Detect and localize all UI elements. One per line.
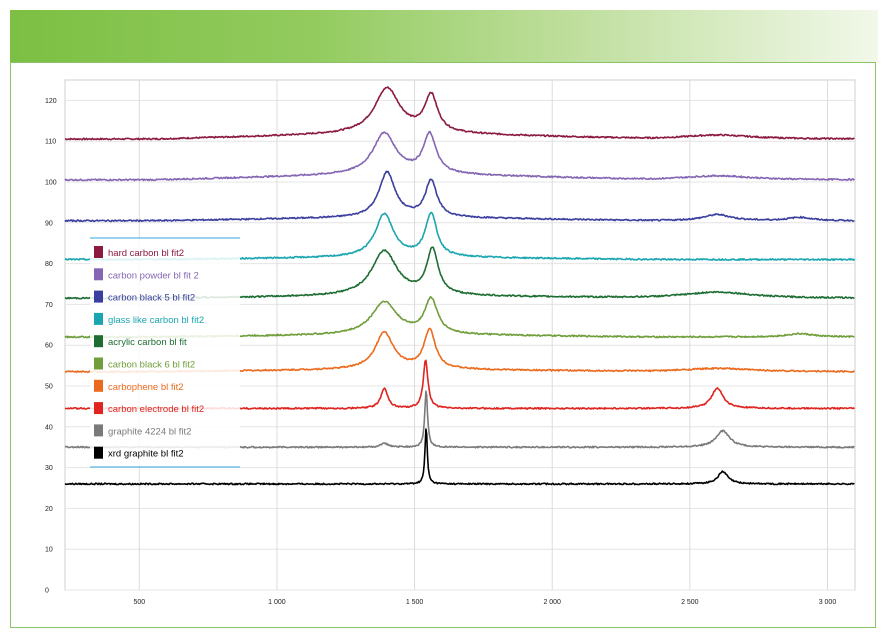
legend-swatch (94, 290, 103, 303)
legend-label: carbophene bl fit2 (108, 382, 184, 393)
series-line (64, 428, 855, 486)
legend-swatch (94, 424, 103, 437)
legend-label: carbon black 5 bl fit2 (108, 293, 195, 304)
y-tick-label: 30 (45, 465, 53, 472)
y-tick-label: 70 (45, 302, 53, 309)
legend-swatch (94, 379, 103, 392)
legend-label: carbon electrode bl fit2 (108, 404, 204, 415)
y-tick-label: 50 (45, 384, 53, 391)
x-tick-label: 2 500 (681, 599, 699, 606)
legend-swatch (94, 312, 103, 325)
y-tick-label: 10 (45, 547, 53, 554)
y-tick-label: 110 (45, 139, 56, 146)
raman-spectra-chart: 0 10 20 30 40 50 60 70 80 90 100 110 120 500 1 000 1 50… (45, 79, 856, 606)
series-line (64, 130, 855, 182)
x-tick-label: 1 500 (406, 599, 424, 606)
series-line (64, 170, 855, 223)
x-tick-label: 1 000 (268, 599, 286, 606)
legend-swatch (94, 357, 103, 370)
y-tick-label: 60 (45, 343, 53, 350)
legend-label: glass like carbon bl fit2 (108, 315, 204, 326)
legend-label: hard carbon bl fit2 (108, 248, 184, 259)
legend-swatch (94, 446, 103, 459)
legend-label: carbon black 6 bl fit2 (108, 360, 195, 371)
y-tick-label: 20 (45, 506, 53, 513)
header-banner (10, 10, 878, 62)
legend-swatch (94, 246, 103, 258)
x-tick-label: 500 (133, 599, 145, 606)
y-tick-label: 80 (45, 261, 53, 268)
legend-label: graphite 4224 bl fit2 (108, 426, 191, 437)
y-tick-label: 0 (45, 588, 49, 595)
x-tick-label: 2 000 (543, 599, 561, 606)
legend-label: carbon powder bl fit 2 (108, 270, 199, 281)
legend-swatch (94, 402, 103, 415)
y-tick-label: 40 (45, 424, 53, 431)
y-tick-label: 90 (45, 220, 53, 227)
legend-swatch (94, 268, 103, 281)
legend-label: acrylic carbon bl fit (108, 337, 187, 348)
series-line (64, 86, 855, 141)
legend-box (90, 239, 240, 466)
y-tick-label: 100 (45, 180, 57, 187)
legend-swatch (94, 335, 103, 348)
y-tick-label: 120 (45, 98, 57, 105)
legend-label: xrd graphite bl fit2 (108, 449, 184, 460)
x-tick-label: 3 000 (819, 599, 837, 606)
